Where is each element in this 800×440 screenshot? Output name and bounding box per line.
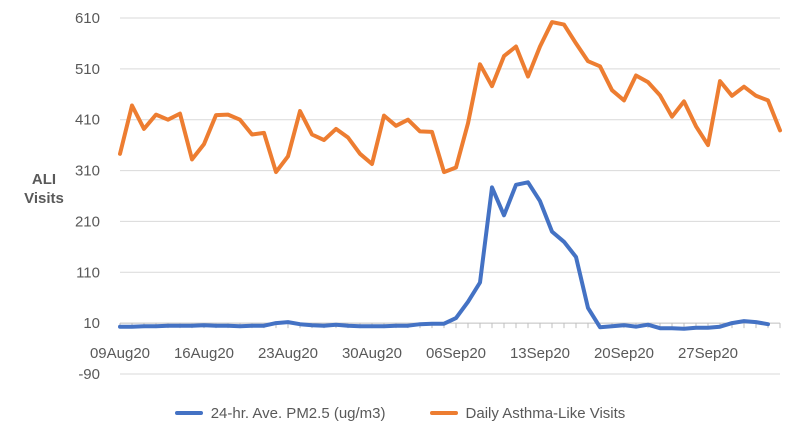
- y-tick-label: 410: [75, 112, 100, 129]
- y-tick-label: 210: [75, 213, 100, 230]
- series-lines: [118, 20, 782, 331]
- y-tick-label: 510: [75, 61, 100, 78]
- x-tick-label: 13Sep20: [510, 345, 570, 362]
- legend: 24-hr. Ave. PM2.5 (ug/m3) Daily Asthma-L…: [0, 398, 800, 428]
- asthma-visits-line: [118, 20, 782, 175]
- y-axis-ticks: 610 510 410 310 210 110 10 -90: [75, 10, 100, 383]
- y-tick-label: 610: [75, 10, 100, 27]
- y-tick-label: -90: [78, 366, 100, 383]
- x-tick-label: 23Aug20: [258, 345, 318, 362]
- legend-item-asthma[interactable]: Daily Asthma-Like Visits: [429, 404, 626, 422]
- gridlines: [120, 17, 780, 375]
- y-tick-label: 310: [75, 163, 100, 180]
- x-tick-label: 30Aug20: [342, 345, 402, 362]
- legend-label-asthma: Daily Asthma-Like Visits: [465, 404, 626, 422]
- legend-swatch-asthma: [429, 411, 458, 415]
- x-tick-label: 20Sep20: [594, 345, 654, 362]
- y-axis-label-line1: ALI: [32, 171, 56, 188]
- y-tick-label: 10: [83, 315, 100, 332]
- y-tick-label: 110: [76, 264, 100, 281]
- legend-swatch-pm25: [174, 411, 203, 415]
- legend-item-pm25[interactable]: 24-hr. Ave. PM2.5 (ug/m3): [174, 404, 386, 422]
- y-axis-label-line2: Visits: [24, 190, 64, 207]
- x-tick-label: 27Sep20: [678, 345, 738, 362]
- pm25-line: [118, 180, 770, 331]
- x-axis-ticks: 09Aug20 16Aug20 23Aug20 30Aug20 06Sep20 13Sep…: [90, 345, 738, 362]
- legend-label-pm25: 24-hr. Ave. PM2.5 (ug/m3): [210, 404, 386, 422]
- x-tick-label: 16Aug20: [174, 345, 234, 362]
- x-tick-label: 09Aug20: [90, 345, 150, 362]
- x-tick-label: 06Sep20: [426, 345, 486, 362]
- line-chart: 610 510 410 310 210 110 10 -90 09Aug20 16Aug20 23…: [24, 10, 782, 383]
